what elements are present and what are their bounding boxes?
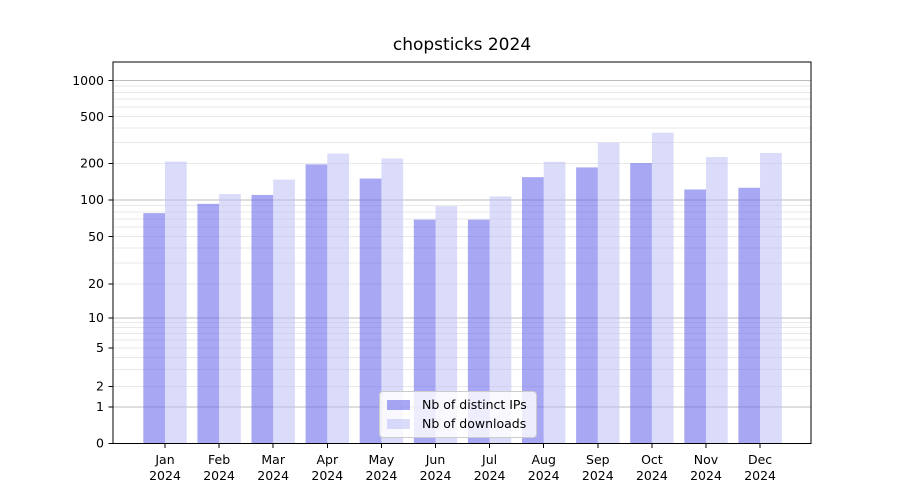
legend-label-distinct-ips: Nb of distinct IPs <box>422 397 527 412</box>
x-tick-label-year: 2024 <box>257 468 289 483</box>
x-tick-label-month: Oct <box>641 452 663 467</box>
x-tick-label-month: Dec <box>748 452 772 467</box>
x-tick-label-year: 2024 <box>744 468 776 483</box>
bar-distinct-ips-aug <box>522 177 544 444</box>
x-tick-label-year: 2024 <box>311 468 343 483</box>
x-tick-label-month: May <box>368 452 394 467</box>
legend-swatch-distinct-ips <box>387 399 410 410</box>
x-tick-label-year: 2024 <box>365 468 397 483</box>
bar-downloads-jan <box>165 161 187 444</box>
chart-title: chopsticks 2024 <box>392 35 532 55</box>
y-tick-label: 10 <box>88 310 104 325</box>
x-tick-label-year: 2024 <box>474 468 506 483</box>
x-tick-label-year: 2024 <box>690 468 722 483</box>
bar-distinct-ips-apr <box>305 164 328 444</box>
bar-distinct-ips-dec <box>738 187 761 444</box>
legend-swatch-downloads <box>387 418 410 429</box>
y-tick-label: 1 <box>96 399 104 414</box>
bar-distinct-ips-jul <box>467 219 490 444</box>
bar-downloads-mar <box>273 179 295 444</box>
x-tick-label-year: 2024 <box>420 468 452 483</box>
y-tick-label: 500 <box>80 109 104 124</box>
bar-downloads-oct <box>651 132 674 444</box>
bar-downloads-may <box>381 158 404 444</box>
bar-downloads-jul <box>489 196 512 444</box>
bar-distinct-ips-may <box>359 178 382 444</box>
legend-label-downloads: Nb of downloads <box>422 416 527 431</box>
bar-downloads-sep <box>597 142 620 444</box>
x-tick-label-month: Feb <box>208 452 230 467</box>
x-tick-label-year: 2024 <box>582 468 614 483</box>
bar-downloads-aug <box>543 161 566 444</box>
bar-downloads-jun <box>435 206 458 444</box>
bar-downloads-apr <box>327 153 349 444</box>
y-tick-label: 1000 <box>72 73 104 88</box>
x-tick-label-month: Jul <box>481 452 497 467</box>
legend-item-downloads: Nb of downloads <box>387 416 527 431</box>
bar-downloads-dec <box>760 152 782 444</box>
y-tick-label: 20 <box>88 276 104 291</box>
x-tick-label-month: Nov <box>694 452 719 467</box>
bar-distinct-ips-feb <box>197 203 220 444</box>
x-tick-label-year: 2024 <box>149 468 181 483</box>
y-tick-label: 200 <box>80 156 104 171</box>
bar-distinct-ips-nov <box>684 189 706 444</box>
y-tick-label: 5 <box>96 340 104 355</box>
x-tick-label-month: Sep <box>586 452 610 467</box>
bar-distinct-ips-jan <box>143 213 165 444</box>
bar-downloads-feb <box>219 193 241 444</box>
bar-distinct-ips-sep <box>576 167 598 444</box>
y-tick-label: 50 <box>88 229 104 244</box>
x-tick-label-month: Apr <box>316 452 338 467</box>
bar-downloads-nov <box>706 157 728 444</box>
x-tick-label-month: Mar <box>261 452 285 467</box>
legend-item-distinct-ips: Nb of distinct IPs <box>387 397 527 412</box>
y-tick-label: 0 <box>96 436 104 451</box>
bar-distinct-ips-jun <box>413 219 436 444</box>
y-tick-label: 100 <box>80 192 104 207</box>
x-tick-label-year: 2024 <box>528 468 560 483</box>
bar-distinct-ips-oct <box>630 163 652 444</box>
x-tick-label-month: Aug <box>531 452 555 467</box>
x-tick-label-month: Jan <box>154 452 174 467</box>
y-tick-label: 2 <box>96 379 104 394</box>
x-tick-label-month: Jun <box>425 452 446 467</box>
plot-border <box>112 61 812 444</box>
x-tick-label-year: 2024 <box>203 468 235 483</box>
x-tick-label-year: 2024 <box>636 468 668 483</box>
bar-distinct-ips-mar <box>251 194 274 444</box>
legend: Nb of distinct IPs Nb of downloads <box>379 391 537 438</box>
